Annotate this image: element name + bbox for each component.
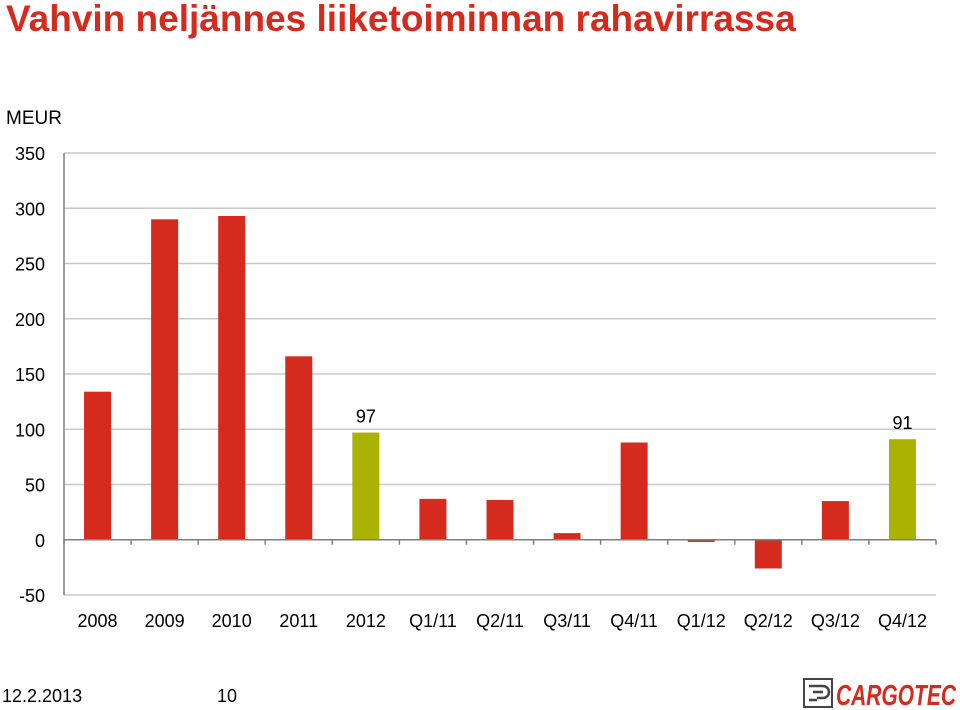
bar [285, 356, 313, 540]
y-tick-label: -50 [19, 586, 45, 606]
bar [486, 499, 514, 540]
x-tick-label: 2010 [212, 611, 252, 631]
page-number: 10 [217, 686, 238, 706]
bar [553, 533, 581, 540]
data-label: 97 [356, 407, 376, 427]
x-tick-label: 2009 [145, 611, 185, 631]
x-tick-label: 2011 [279, 611, 318, 631]
x-tick-label: Q4/12 [878, 611, 927, 631]
bar [888, 439, 916, 540]
bar [754, 539, 782, 569]
y-tick-label: 100 [15, 420, 45, 440]
x-tick-label: Q1/11 [409, 611, 457, 631]
logo-text: CARGOTEC [836, 680, 957, 708]
y-tick-label: 150 [15, 365, 45, 385]
bar-chart: -50 0 50 100 150 200 250 300 350 2008 2009 2010 2011… [15, 144, 937, 631]
x-tick-label: Q1/12 [677, 611, 726, 631]
bar [821, 501, 849, 540]
page-title: Vahvin neljännes liiketoiminnan rahavirr… [6, 0, 796, 39]
bar [352, 432, 380, 540]
x-tick-label: 2008 [78, 611, 118, 631]
bar [84, 391, 112, 540]
bar [218, 215, 246, 540]
y-tick-label: 350 [15, 144, 45, 164]
x-tick-label: Q2/12 [744, 611, 793, 631]
x-tick-label: Q2/11 [476, 611, 524, 631]
y-tick-label: 300 [15, 199, 45, 219]
x-tick-label: 2012 [346, 611, 386, 631]
y-tick-label: 200 [15, 310, 45, 330]
y-tick-label: 50 [25, 476, 45, 496]
footer-date: 12.2.2013 [2, 686, 83, 706]
y-tick-label: 0 [35, 531, 45, 551]
y-axis-unit-label: MEUR [6, 108, 62, 129]
x-tick-label: Q3/11 [543, 611, 591, 631]
bar [419, 498, 447, 540]
cargotec-logo: CARGOTEC [803, 678, 957, 708]
x-tick-label: Q4/11 [610, 611, 658, 631]
y-tick-label: 250 [15, 255, 45, 275]
bar [687, 539, 715, 542]
bar [151, 219, 179, 540]
x-tick-label: Q3/12 [811, 611, 860, 631]
data-label: 91 [892, 413, 912, 433]
bar [620, 442, 648, 540]
